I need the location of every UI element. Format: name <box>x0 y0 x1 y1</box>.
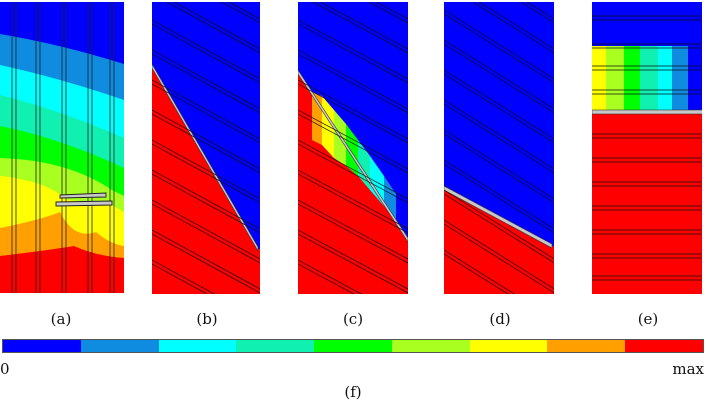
band-yellow <box>592 46 606 110</box>
panel-b <box>152 0 262 296</box>
colorbar-segment-9 <box>625 340 704 352</box>
panel-c-field <box>298 2 408 294</box>
colorbar-segment-8 <box>547 340 626 352</box>
fiber-lines <box>592 15 702 281</box>
panel-c <box>298 0 410 296</box>
caption-a: (a) <box>50 310 72 328</box>
caption-b: (b) <box>196 310 218 328</box>
region-red <box>592 112 702 294</box>
fiber-lines <box>152 2 260 294</box>
panel-b-field <box>152 2 260 294</box>
panel-a-field <box>0 2 124 293</box>
band-yellow-green <box>606 46 624 110</box>
panel-e <box>592 0 704 296</box>
fiber-lines <box>11 2 115 293</box>
crack-band <box>152 63 259 253</box>
crack-lines <box>55 192 113 207</box>
panel-d-field <box>444 2 554 294</box>
colorbar <box>2 339 704 353</box>
colorbar-segment-3 <box>158 340 237 352</box>
band-teal <box>640 46 658 110</box>
caption-e: (e) <box>637 310 659 328</box>
panel-d <box>444 0 556 296</box>
colorbar-segment-1 <box>3 340 81 352</box>
colorbar-segment-5 <box>314 340 392 352</box>
colorbar-max-label: max <box>672 360 704 378</box>
panel-e-field <box>592 2 702 294</box>
colorbar-min-label: 0 <box>0 360 10 378</box>
colorbar-segment-4 <box>236 340 315 352</box>
crack-band <box>444 185 553 249</box>
region-red <box>152 66 260 294</box>
caption-c: (c) <box>342 310 364 328</box>
crack-band <box>298 69 408 243</box>
band-cyan <box>370 156 384 206</box>
crack-band <box>592 109 702 115</box>
caption-f: (f) <box>344 383 362 401</box>
caption-d: (d) <box>489 310 511 328</box>
fiber-lines <box>298 2 408 294</box>
band-green <box>624 46 640 110</box>
colorbar-segment-7 <box>469 340 548 352</box>
fiber-lines <box>444 2 554 294</box>
panel-a <box>0 0 125 296</box>
band-light-blue <box>672 46 688 110</box>
band-cyan <box>658 46 672 110</box>
colorbar-segment-2 <box>80 340 159 352</box>
colorbar-segment-6 <box>391 340 470 352</box>
